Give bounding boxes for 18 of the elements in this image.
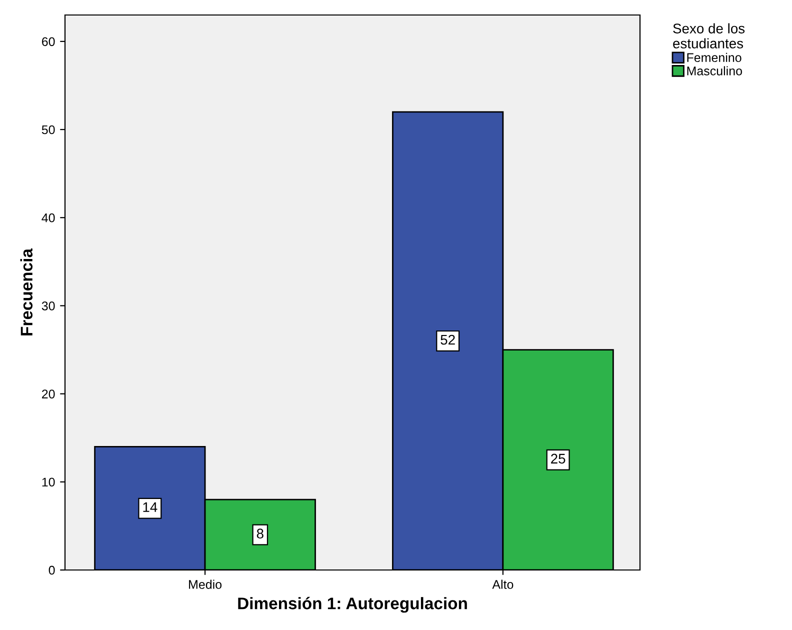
data-label: 25 xyxy=(551,454,566,464)
y-axis-title: Frecuencia xyxy=(20,248,33,336)
y-tick-label: 0 xyxy=(48,566,55,575)
data-label: 52 xyxy=(440,334,455,345)
legend-label: Masculino xyxy=(687,66,742,76)
y-tick-label: 40 xyxy=(42,213,55,222)
x-tick-label: Medio xyxy=(189,580,222,589)
data-label: 14 xyxy=(143,502,158,512)
legend-title: Sexo de los estudiantes xyxy=(673,23,745,48)
y-tick-label: 30 xyxy=(42,302,55,310)
y-tick-label: 20 xyxy=(42,390,55,398)
y-tick-label: 50 xyxy=(42,125,55,134)
y-tick-label: 10 xyxy=(42,478,55,487)
legend-label: Femenino xyxy=(687,52,742,62)
x-tick-label: Alto xyxy=(492,580,514,589)
data-label: 8 xyxy=(256,528,264,538)
y-tick-label: 60 xyxy=(42,37,55,46)
x-axis-title: Dimensión 1: Autoregulacion xyxy=(238,596,467,613)
